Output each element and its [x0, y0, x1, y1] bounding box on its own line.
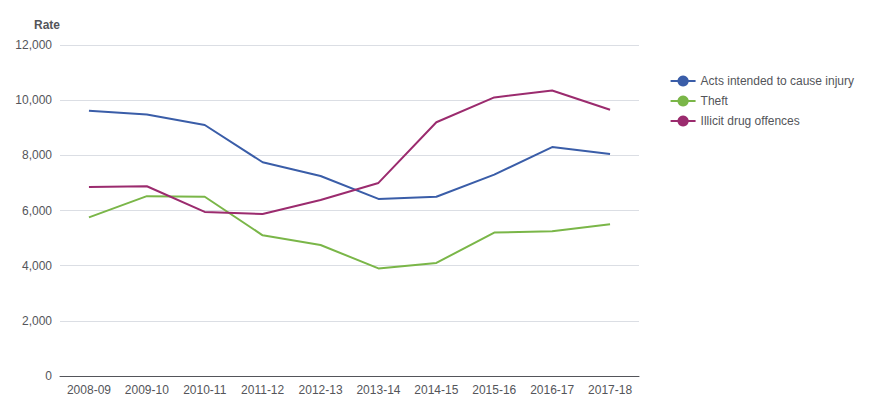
svg-text:2015-16: 2015-16 — [472, 383, 516, 397]
svg-text:10,000: 10,000 — [15, 93, 52, 107]
svg-text:Acts intended to cause injury: Acts intended to cause injury — [701, 74, 854, 88]
svg-text:2014-15: 2014-15 — [414, 383, 458, 397]
svg-text:8,000: 8,000 — [22, 148, 52, 162]
svg-text:2010-11: 2010-11 — [183, 383, 226, 397]
svg-text:2017-18: 2017-18 — [588, 383, 632, 397]
svg-text:4,000: 4,000 — [22, 259, 52, 273]
svg-text:6,000: 6,000 — [22, 204, 52, 218]
svg-text:12,000: 12,000 — [15, 38, 52, 52]
svg-text:Theft: Theft — [701, 94, 729, 108]
svg-text:0: 0 — [45, 369, 52, 383]
svg-text:2013-14: 2013-14 — [356, 383, 400, 397]
svg-text:2,000: 2,000 — [22, 314, 52, 328]
svg-text:2009-10: 2009-10 — [125, 383, 169, 397]
svg-text:2011-12: 2011-12 — [241, 383, 284, 397]
svg-text:Illicit drug offences: Illicit drug offences — [701, 114, 800, 128]
svg-text:2012-13: 2012-13 — [299, 383, 343, 397]
svg-text:2008-09: 2008-09 — [67, 383, 111, 397]
svg-text:2016-17: 2016-17 — [530, 383, 574, 397]
svg-text:Rate: Rate — [34, 18, 60, 32]
